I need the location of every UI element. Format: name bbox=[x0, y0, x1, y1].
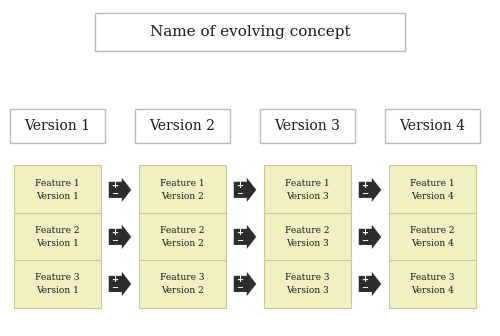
Polygon shape bbox=[359, 178, 382, 202]
Text: Version 4: Version 4 bbox=[400, 119, 466, 133]
Polygon shape bbox=[234, 225, 256, 249]
FancyBboxPatch shape bbox=[389, 212, 476, 261]
Text: Feature 1
Version 4: Feature 1 Version 4 bbox=[410, 179, 455, 201]
Polygon shape bbox=[109, 225, 131, 249]
Text: −: − bbox=[111, 284, 118, 292]
Text: +: + bbox=[111, 181, 118, 190]
Polygon shape bbox=[234, 272, 256, 296]
Polygon shape bbox=[109, 178, 131, 202]
FancyBboxPatch shape bbox=[138, 212, 226, 261]
FancyBboxPatch shape bbox=[385, 109, 480, 143]
Text: Name of evolving concept: Name of evolving concept bbox=[150, 25, 350, 39]
Text: −: − bbox=[236, 284, 243, 292]
Polygon shape bbox=[109, 272, 131, 296]
Text: −: − bbox=[236, 237, 243, 245]
Text: Feature 1
Version 1: Feature 1 Version 1 bbox=[35, 179, 80, 201]
Text: Feature 3
Version 2: Feature 3 Version 2 bbox=[160, 273, 205, 295]
FancyBboxPatch shape bbox=[138, 166, 226, 214]
Text: −: − bbox=[111, 237, 118, 245]
FancyBboxPatch shape bbox=[135, 109, 230, 143]
FancyBboxPatch shape bbox=[10, 109, 105, 143]
Text: Version 3: Version 3 bbox=[274, 119, 340, 133]
Text: Feature 2
Version 1: Feature 2 Version 1 bbox=[35, 226, 80, 248]
Text: Feature 3
Version 1: Feature 3 Version 1 bbox=[35, 273, 80, 295]
Text: Feature 3
Version 3: Feature 3 Version 3 bbox=[285, 273, 330, 295]
Text: Version 1: Version 1 bbox=[24, 119, 90, 133]
Text: Feature 2
Version 2: Feature 2 Version 2 bbox=[160, 226, 205, 248]
FancyBboxPatch shape bbox=[264, 166, 351, 214]
FancyBboxPatch shape bbox=[389, 259, 476, 308]
FancyBboxPatch shape bbox=[389, 166, 476, 214]
Text: +: + bbox=[236, 276, 243, 284]
Text: Feature 3
Version 4: Feature 3 Version 4 bbox=[410, 273, 455, 295]
Text: Feature 1
Version 3: Feature 1 Version 3 bbox=[285, 179, 330, 201]
Polygon shape bbox=[234, 178, 256, 202]
Text: −: − bbox=[236, 190, 243, 198]
FancyBboxPatch shape bbox=[14, 212, 101, 261]
Text: Version 2: Version 2 bbox=[150, 119, 216, 133]
Text: Feature 1
Version 2: Feature 1 Version 2 bbox=[160, 179, 205, 201]
FancyBboxPatch shape bbox=[264, 212, 351, 261]
Text: +: + bbox=[111, 228, 118, 237]
Polygon shape bbox=[359, 225, 382, 249]
Text: −: − bbox=[111, 190, 118, 198]
Text: +: + bbox=[361, 228, 368, 237]
FancyBboxPatch shape bbox=[260, 109, 355, 143]
Text: +: + bbox=[111, 276, 118, 284]
FancyBboxPatch shape bbox=[14, 166, 101, 214]
Text: +: + bbox=[236, 228, 243, 237]
Text: +: + bbox=[236, 181, 243, 190]
Text: +: + bbox=[361, 276, 368, 284]
FancyBboxPatch shape bbox=[14, 259, 101, 308]
Text: Feature 2
Version 3: Feature 2 Version 3 bbox=[285, 226, 330, 248]
Polygon shape bbox=[359, 272, 382, 296]
Text: −: − bbox=[361, 190, 368, 198]
Text: Feature 2
Version 4: Feature 2 Version 4 bbox=[410, 226, 455, 248]
FancyBboxPatch shape bbox=[138, 259, 226, 308]
FancyBboxPatch shape bbox=[95, 12, 405, 51]
Text: −: − bbox=[361, 284, 368, 292]
FancyBboxPatch shape bbox=[264, 259, 351, 308]
Text: +: + bbox=[361, 181, 368, 190]
Text: −: − bbox=[361, 237, 368, 245]
